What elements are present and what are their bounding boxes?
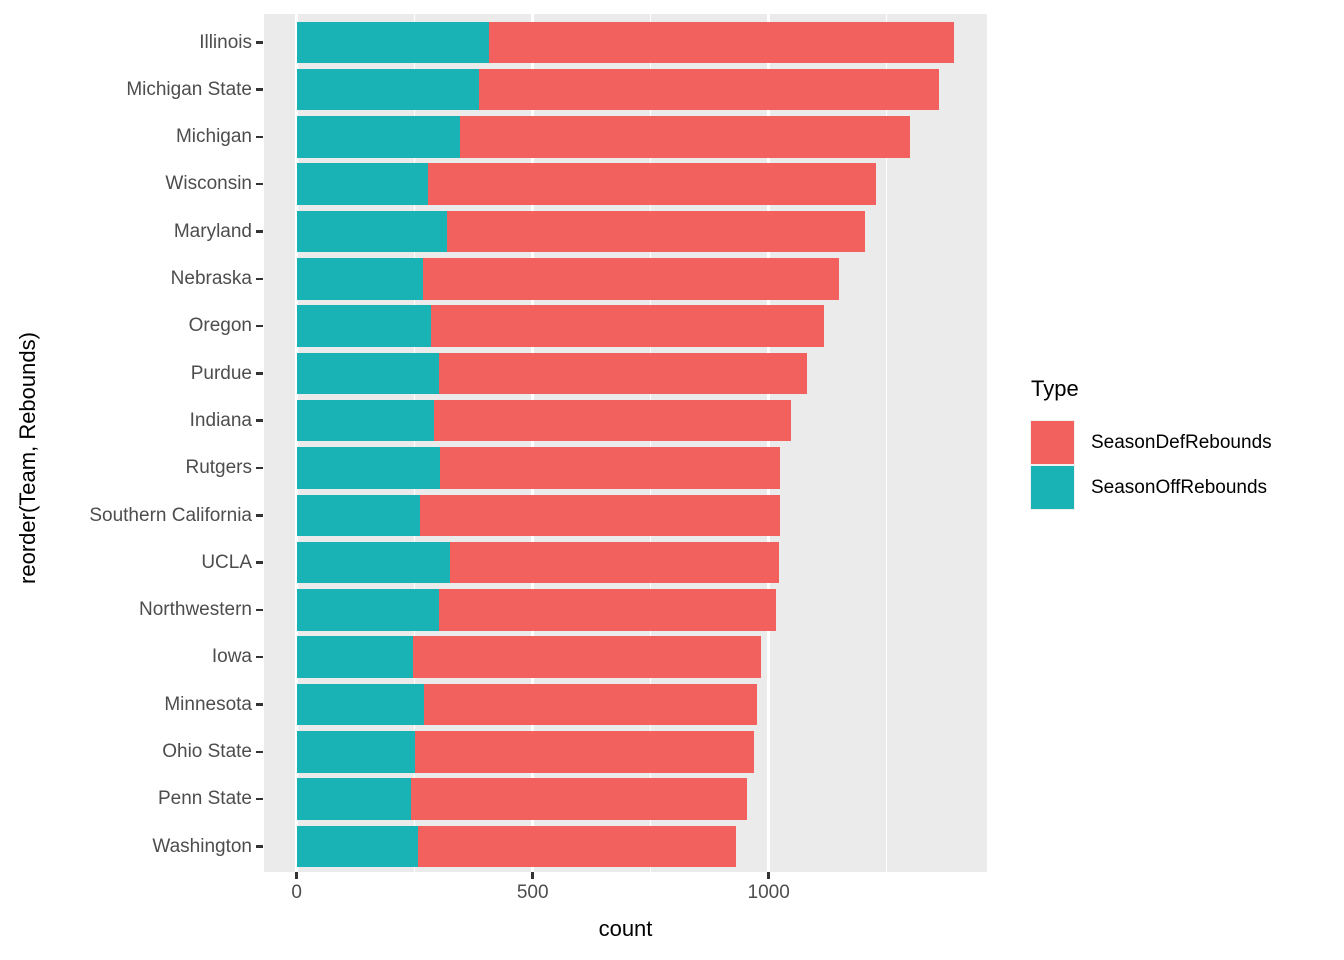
y-axis-tick-mark	[256, 324, 263, 328]
y-axis-tick-mark	[256, 655, 263, 659]
bar-segment-seasonoffrebounds	[296, 352, 440, 395]
y-axis-label-team: Penn State	[157, 788, 252, 810]
bar-segment-seasonoffrebounds	[296, 494, 420, 536]
minor-gridline	[885, 14, 888, 872]
bar-segment-seasondefrebounds	[418, 825, 737, 868]
bar-segment-seasonoffrebounds	[296, 541, 450, 584]
bar-segment-seasonoffrebounds	[296, 636, 414, 678]
y-axis-tick-mark	[256, 514, 263, 517]
y-axis-label-team: Michigan State	[126, 78, 252, 100]
x-axis-title: count	[598, 916, 653, 941]
legend-entry-off-rebounds: SeasonOffRebounds	[1030, 465, 1331, 510]
y-axis-label-team: Rutgers	[185, 457, 252, 479]
bar-segment-seasondefrebounds	[434, 399, 791, 442]
bar-segment-seasonoffrebounds	[296, 163, 428, 205]
y-axis-tick-mark	[256, 750, 263, 753]
plot-panel	[264, 14, 987, 872]
y-axis-label-team: Minnesota	[164, 693, 252, 715]
y-axis-label-team: Michigan	[175, 126, 252, 148]
bar-segment-seasondefrebounds	[439, 352, 807, 395]
y-axis-tick-mark	[256, 703, 263, 706]
bar-segment-seasonoffrebounds	[296, 210, 448, 253]
legend: Type SeasonDefRebounds SeasonOffRebounds	[1030, 376, 1331, 510]
bar-segment-seasonoffrebounds	[296, 589, 440, 631]
bar-segment-seasonoffrebounds	[296, 825, 418, 868]
y-axis-label-team: Purdue	[190, 362, 252, 384]
y-axis-tick-mark	[256, 135, 263, 139]
bar-segment-seasondefrebounds	[423, 683, 757, 726]
y-axis-label-team: Northwestern	[139, 599, 252, 621]
bar-segment-seasonoffrebounds	[296, 68, 479, 111]
major-gridline	[767, 14, 771, 872]
y-axis-tick-mark	[256, 230, 263, 233]
bar-segment-seasonoffrebounds	[296, 21, 490, 63]
bar-segment-seasondefrebounds	[449, 541, 779, 584]
y-axis-tick-mark	[256, 466, 263, 470]
off-rebounds-swatch-icon	[1030, 465, 1075, 510]
bar-segment-seasonoffrebounds	[296, 258, 424, 300]
bar-segment-seasonoffrebounds	[296, 731, 416, 773]
bar-segment-seasonoffrebounds	[296, 683, 424, 726]
bar-segment-seasonoffrebounds	[296, 778, 412, 820]
bar-segment-seasondefrebounds	[439, 589, 776, 631]
y-axis-tick-mark	[256, 41, 263, 44]
bar-segment-seasonoffrebounds	[296, 399, 435, 442]
bar-segment-seasondefrebounds	[430, 305, 824, 347]
x-axis-tick-label: 500	[516, 882, 549, 903]
y-axis-tick-mark	[256, 608, 263, 612]
bar-segment-seasondefrebounds	[411, 778, 748, 820]
y-axis-tick-mark	[256, 182, 263, 186]
y-axis-tick-mark	[256, 372, 263, 375]
legend-label-off-rebounds: SeasonOffRebounds	[1091, 476, 1268, 498]
y-axis-label-team: Washington	[152, 835, 252, 857]
bar-segment-seasondefrebounds	[489, 21, 954, 63]
y-axis-label-team: Wisconsin	[165, 173, 252, 195]
x-axis-tick-mark	[531, 872, 534, 879]
legend-entry-def-rebounds: SeasonDefRebounds	[1030, 420, 1331, 465]
def-rebounds-swatch-icon	[1030, 420, 1075, 465]
minor-gridline	[649, 14, 652, 872]
bar-segment-seasondefrebounds	[447, 210, 865, 253]
y-axis-label-team: Ohio State	[162, 741, 252, 762]
major-gridline	[531, 14, 535, 872]
y-axis-tick-mark	[256, 419, 263, 422]
y-axis-label-team: Nebraska	[170, 268, 252, 289]
y-axis-label-team: UCLA	[201, 551, 252, 573]
y-axis-label-team: Maryland	[173, 220, 252, 242]
legend-title: Type	[1031, 376, 1079, 401]
bar-segment-seasondefrebounds	[427, 163, 876, 205]
y-axis-tick-mark	[256, 88, 263, 91]
bar-segment-seasondefrebounds	[423, 258, 839, 300]
y-axis-label-team: Iowa	[211, 646, 252, 668]
bar-segment-seasondefrebounds	[413, 636, 762, 678]
y-axis-label-team: Illinois	[199, 31, 252, 53]
x-axis-tick-label: 1000	[747, 882, 790, 903]
bar-segment-seasondefrebounds	[478, 68, 939, 111]
y-axis-label-team: Indiana	[189, 409, 252, 431]
y-axis-title: reorder(Team, Rebounds)	[15, 332, 40, 584]
y-axis-tick-mark	[256, 277, 263, 280]
bar-segment-seasonoffrebounds	[296, 116, 460, 158]
x-axis-tick-mark	[295, 872, 298, 879]
minor-gridline	[413, 14, 416, 872]
x-axis-tick-label: 0	[291, 882, 302, 903]
bar-segment-seasondefrebounds	[460, 116, 911, 158]
bar-segment-seasondefrebounds	[440, 447, 781, 489]
bar-segment-seasonoffrebounds	[296, 305, 431, 347]
x-axis-tick-mark	[767, 872, 770, 879]
y-axis-label-team: Southern California	[89, 504, 252, 526]
bar-segment-seasondefrebounds	[415, 731, 755, 773]
y-axis-label-team: Oregon	[188, 315, 252, 337]
y-axis-tick-mark	[256, 797, 263, 801]
y-axis-tick-mark	[256, 561, 263, 564]
y-axis-tick-mark	[256, 845, 263, 848]
bar-segment-seasondefrebounds	[419, 494, 780, 536]
major-gridline	[295, 14, 299, 872]
legend-label-def-rebounds: SeasonDefRebounds	[1091, 431, 1272, 453]
bar-segment-seasonoffrebounds	[296, 447, 441, 489]
